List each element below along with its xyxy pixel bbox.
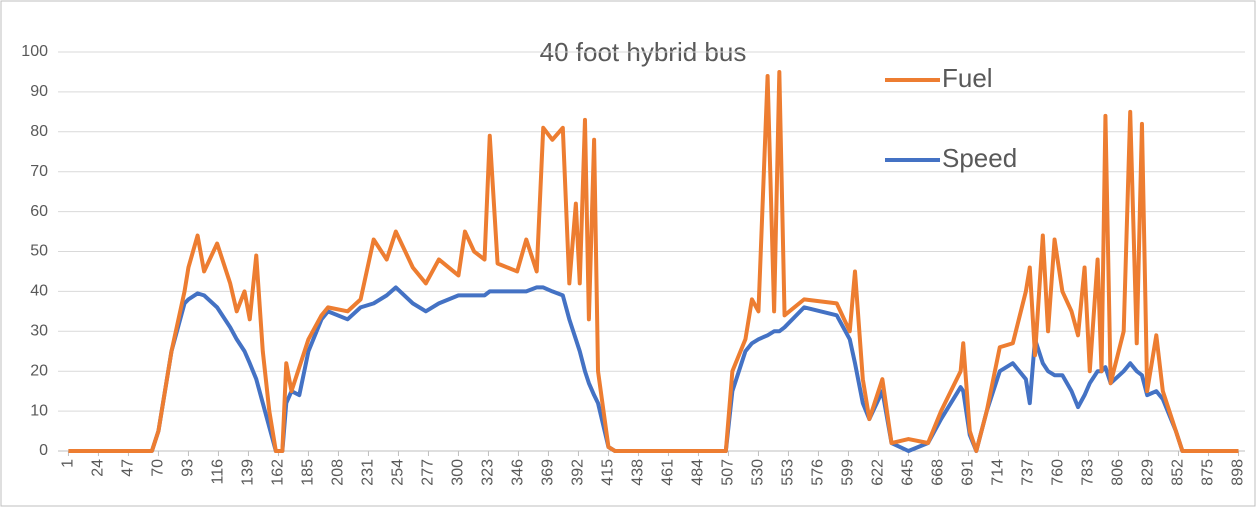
x-tick-label: 139 bbox=[240, 459, 257, 486]
x-tick-label: 461 bbox=[660, 459, 677, 486]
x-tick-label: 438 bbox=[630, 459, 647, 486]
x-tick-label: 691 bbox=[960, 459, 977, 486]
x-tick-label: 392 bbox=[570, 459, 587, 486]
x-tick-label: 806 bbox=[1110, 459, 1127, 486]
y-tick-label: 80 bbox=[30, 123, 48, 140]
y-tick-label: 0 bbox=[39, 442, 48, 459]
y-tick-label: 50 bbox=[30, 243, 48, 260]
y-tick-label: 60 bbox=[30, 203, 48, 220]
x-tick-label: 760 bbox=[1050, 459, 1067, 486]
x-tick-label: 415 bbox=[600, 459, 617, 486]
x-tick-label: 530 bbox=[750, 459, 767, 486]
x-tick-label: 737 bbox=[1020, 459, 1037, 486]
x-tick-label: 576 bbox=[810, 459, 827, 486]
y-tick-label: 70 bbox=[30, 163, 48, 180]
x-tick-label: 254 bbox=[390, 459, 407, 486]
x-tick-label: 645 bbox=[900, 459, 917, 486]
y-tick-label: 90 bbox=[30, 83, 48, 100]
series-line bbox=[68, 69, 1239, 453]
x-tick-label: 116 bbox=[210, 459, 227, 485]
y-tick-label: 20 bbox=[30, 362, 48, 379]
x-tick-label: 93 bbox=[180, 459, 197, 477]
x-tick-label: 622 bbox=[870, 459, 887, 486]
x-tick-label: 162 bbox=[270, 459, 287, 486]
x-tick-label: 668 bbox=[930, 459, 947, 486]
y-tick-label: 100 bbox=[21, 43, 48, 60]
x-tick-label: 24 bbox=[90, 459, 107, 477]
x-tick-label: 323 bbox=[480, 459, 497, 486]
x-tick-label: 369 bbox=[540, 459, 557, 486]
x-tick-label: 898 bbox=[1230, 459, 1247, 486]
y-tick-label: 10 bbox=[30, 402, 48, 419]
y-tick-label: 30 bbox=[30, 323, 48, 340]
x-tick-label: 507 bbox=[720, 459, 737, 486]
x-tick-label: 231 bbox=[360, 459, 377, 486]
x-tick-label: 852 bbox=[1170, 459, 1187, 486]
x-tick-label: 277 bbox=[420, 459, 437, 486]
x-tick-label: 783 bbox=[1080, 459, 1097, 486]
x-tick-label: 484 bbox=[690, 459, 707, 486]
x-tick-label: 553 bbox=[780, 459, 797, 486]
x-tick-label: 599 bbox=[840, 459, 857, 486]
x-tick-label: 208 bbox=[330, 459, 347, 486]
x-tick-label: 70 bbox=[150, 459, 167, 477]
x-tick-label: 1 bbox=[60, 459, 77, 468]
legend-label: Speed bbox=[942, 143, 1017, 173]
x-tick-label: 875 bbox=[1200, 459, 1217, 486]
x-tick-label: 185 bbox=[300, 459, 317, 486]
legend-label: Fuel bbox=[942, 63, 993, 93]
x-tick-label: 829 bbox=[1140, 459, 1157, 486]
x-tick-label: 300 bbox=[450, 459, 467, 486]
x-tick-label: 346 bbox=[510, 459, 527, 486]
x-tick-label: 714 bbox=[990, 459, 1007, 486]
y-tick-label: 40 bbox=[30, 283, 48, 300]
x-tick-label: 47 bbox=[120, 459, 137, 477]
